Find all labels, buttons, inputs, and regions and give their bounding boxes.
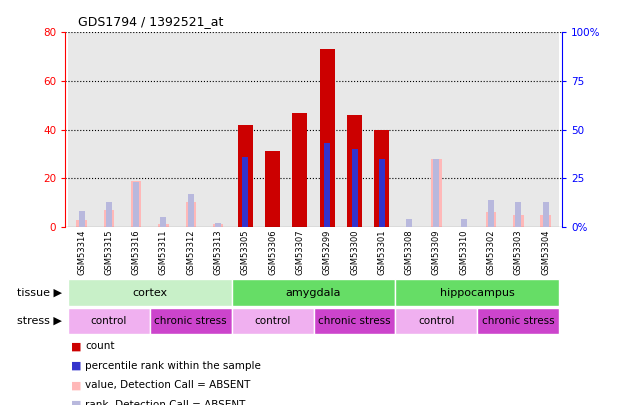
Bar [160,217,166,227]
Bar [347,115,362,227]
Text: rank, Detection Call = ABSENT: rank, Detection Call = ABSENT [85,400,245,405]
Text: ■: ■ [71,380,82,390]
Bar [76,220,87,227]
Text: chronic stress: chronic stress [482,316,555,326]
Bar [238,125,253,227]
Text: chronic stress: chronic stress [155,316,227,326]
Bar [133,182,139,227]
Bar [122,32,150,227]
Bar [104,210,114,227]
Bar [379,159,385,227]
Bar [242,157,248,227]
Bar [478,32,505,227]
Bar [232,32,259,227]
Text: stress ▶: stress ▶ [17,316,62,326]
Bar [68,32,95,227]
Bar [515,202,522,227]
Text: GDS1794 / 1392521_at: GDS1794 / 1392521_at [78,15,223,28]
Text: cortex: cortex [132,288,168,298]
Bar [292,113,307,227]
Bar [478,308,560,334]
Bar [68,308,150,334]
Text: ■: ■ [71,400,82,405]
Bar [131,181,142,227]
Bar [488,200,494,227]
Text: amygdala: amygdala [286,288,342,298]
Text: control: control [255,316,291,326]
Bar [543,202,548,227]
Text: control: control [419,316,455,326]
Bar [188,194,194,227]
Bar [232,279,396,306]
Text: control: control [91,316,127,326]
Bar [95,32,122,227]
Text: ■: ■ [71,341,82,351]
Bar [314,32,341,227]
Bar [79,211,84,227]
Bar [513,215,524,227]
Bar [396,279,560,306]
Bar [486,212,496,227]
Text: hippocampus: hippocampus [440,288,515,298]
Bar [204,32,232,227]
Bar [505,32,532,227]
Bar [286,32,314,227]
Bar [540,215,551,227]
Bar [259,32,286,227]
Bar [431,159,442,227]
Bar [532,32,560,227]
Bar [265,151,280,227]
Text: ■: ■ [71,361,82,371]
Bar [433,159,440,227]
Bar [215,223,221,227]
Bar [450,32,478,227]
Bar [150,308,232,334]
Bar [368,32,396,227]
Bar [150,32,177,227]
Bar [186,202,196,227]
Bar [406,219,412,227]
Bar [374,130,389,227]
Bar [320,49,335,227]
Bar [351,149,358,227]
Bar [314,308,396,334]
Bar [68,279,232,306]
Bar [324,143,330,227]
Text: chronic stress: chronic stress [318,316,391,326]
Bar [341,32,368,227]
Bar [106,202,112,227]
Bar [423,32,450,227]
Bar [396,308,478,334]
Text: value, Detection Call = ABSENT: value, Detection Call = ABSENT [85,380,250,390]
Bar [213,224,224,227]
Text: percentile rank within the sample: percentile rank within the sample [85,361,261,371]
Bar [396,32,423,227]
Text: count: count [85,341,115,351]
Bar [177,32,204,227]
Bar [461,219,467,227]
Bar [232,308,314,334]
Text: tissue ▶: tissue ▶ [17,288,62,298]
Bar [158,224,169,227]
